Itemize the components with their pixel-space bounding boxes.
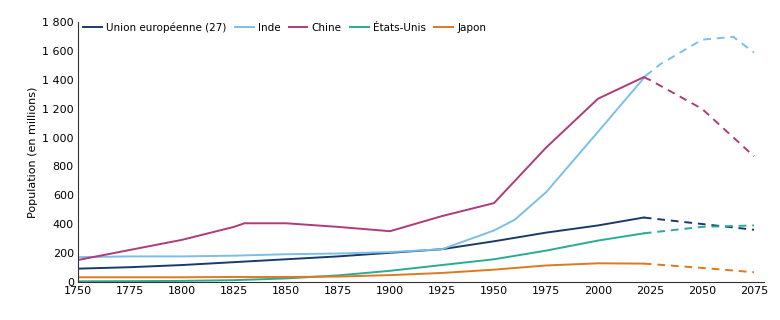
Legend: Union européenne (27), Inde, Chine, États-Unis, Japon: Union européenne (27), Inde, Chine, État… — [83, 22, 486, 33]
Y-axis label: Population (en millions): Population (en millions) — [28, 86, 38, 218]
